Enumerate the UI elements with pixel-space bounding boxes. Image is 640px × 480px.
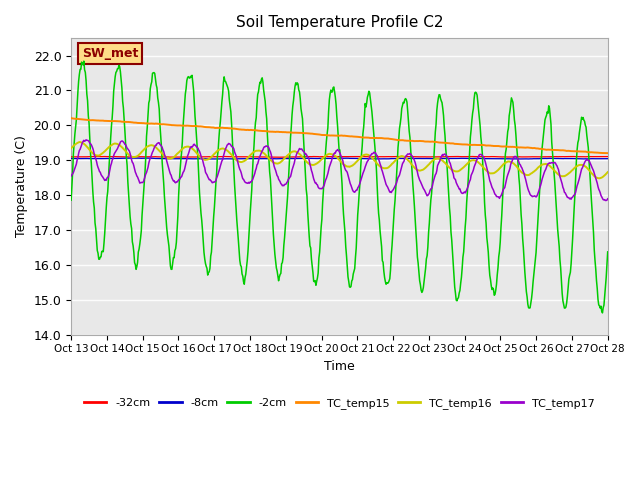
Text: SW_met: SW_met bbox=[82, 47, 138, 60]
Title: Soil Temperature Profile C2: Soil Temperature Profile C2 bbox=[236, 15, 443, 30]
X-axis label: Time: Time bbox=[324, 360, 355, 373]
Y-axis label: Temperature (C): Temperature (C) bbox=[15, 135, 28, 237]
Legend: -32cm, -8cm, -2cm, TC_temp15, TC_temp16, TC_temp17: -32cm, -8cm, -2cm, TC_temp15, TC_temp16,… bbox=[80, 394, 599, 413]
